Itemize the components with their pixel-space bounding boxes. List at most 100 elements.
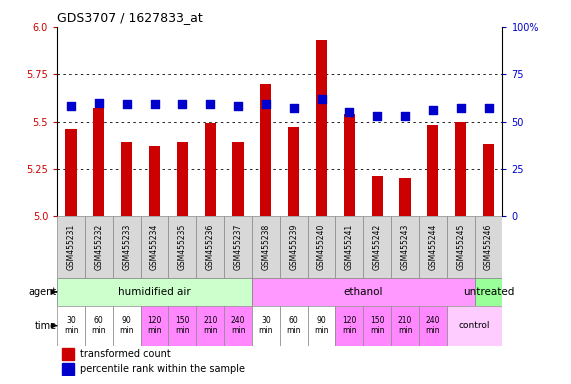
Text: 150
min: 150 min (175, 316, 190, 335)
Text: 240
min: 240 min (231, 316, 246, 335)
Point (178, 101, 187, 108)
Text: time: time (34, 321, 57, 331)
Bar (85, 216, 113, 278)
Point (94, 99, 103, 106)
Bar (363, 216, 391, 278)
Bar (252, 306, 280, 346)
Text: 30
min: 30 min (64, 316, 78, 335)
Bar (308, 306, 336, 346)
Bar (140, 216, 168, 278)
Bar (85, 306, 113, 346)
Bar (316, 40, 327, 216)
Bar (224, 216, 252, 278)
Bar (427, 125, 439, 216)
Text: control: control (459, 321, 490, 330)
Point (122, 101, 131, 108)
Bar (455, 121, 467, 216)
Bar (204, 123, 216, 216)
Text: 90
min: 90 min (314, 316, 329, 335)
Bar (483, 144, 494, 216)
Bar (372, 176, 383, 216)
Bar (112, 216, 140, 278)
Bar (177, 142, 188, 216)
Text: GSM455238: GSM455238 (262, 224, 271, 270)
Text: 210
min: 210 min (398, 316, 412, 335)
Bar (475, 216, 502, 278)
Point (289, 105, 298, 111)
Text: 150
min: 150 min (370, 316, 384, 335)
Text: percentile rank within the sample: percentile rank within the sample (81, 364, 246, 374)
Point (234, 103, 243, 109)
Point (345, 109, 354, 115)
Point (400, 113, 409, 119)
Text: 60
min: 60 min (287, 316, 301, 335)
Bar (57, 278, 252, 306)
Text: transformed count: transformed count (81, 349, 171, 359)
Bar (168, 216, 196, 278)
Text: 210
min: 210 min (203, 316, 218, 335)
Bar (121, 142, 132, 216)
Text: agent: agent (29, 287, 57, 297)
Text: GSM455246: GSM455246 (484, 224, 493, 270)
Bar (280, 216, 308, 278)
Bar (335, 306, 363, 346)
Bar (149, 146, 160, 216)
Text: GDS3707 / 1627833_at: GDS3707 / 1627833_at (57, 11, 203, 24)
Bar (447, 306, 502, 346)
Text: untreated: untreated (463, 287, 514, 297)
Text: 30
min: 30 min (259, 316, 273, 335)
Bar (419, 216, 447, 278)
Point (456, 105, 465, 111)
Bar (280, 306, 308, 346)
Bar (308, 216, 336, 278)
Point (373, 113, 382, 119)
Text: GSM455232: GSM455232 (94, 224, 103, 270)
Text: GSM455233: GSM455233 (122, 224, 131, 270)
Bar (112, 306, 140, 346)
Bar (344, 114, 355, 216)
Text: GSM455244: GSM455244 (428, 224, 437, 270)
Bar (252, 216, 280, 278)
Point (317, 96, 326, 102)
Text: 60
min: 60 min (91, 316, 106, 335)
Bar (252, 278, 475, 306)
Bar (66, 129, 77, 216)
Bar (232, 142, 244, 216)
Bar (419, 306, 447, 346)
Bar (57, 216, 85, 278)
Text: GSM455239: GSM455239 (289, 224, 298, 270)
Point (150, 101, 159, 108)
Bar (224, 306, 252, 346)
Bar (196, 216, 224, 278)
Bar (57, 306, 85, 346)
Point (262, 101, 271, 108)
Text: GSM455231: GSM455231 (66, 224, 75, 270)
Text: GSM455241: GSM455241 (345, 224, 354, 270)
Text: 120
min: 120 min (147, 316, 162, 335)
Text: 240
min: 240 min (425, 316, 440, 335)
Point (484, 105, 493, 111)
Text: GSM455237: GSM455237 (234, 224, 243, 270)
Text: GSM455245: GSM455245 (456, 224, 465, 270)
Bar (391, 306, 419, 346)
Bar (196, 306, 224, 346)
Text: GSM455235: GSM455235 (178, 224, 187, 270)
Point (428, 107, 437, 113)
Bar (288, 127, 299, 216)
Bar (447, 216, 475, 278)
Text: 120
min: 120 min (342, 316, 357, 335)
Text: 90
min: 90 min (119, 316, 134, 335)
Bar (93, 108, 104, 216)
Text: ethanol: ethanol (344, 287, 383, 297)
Point (66, 103, 75, 109)
Point (206, 101, 215, 108)
Bar (168, 306, 196, 346)
Text: GSM455234: GSM455234 (150, 224, 159, 270)
Bar (400, 178, 411, 216)
Bar (140, 306, 168, 346)
Bar (363, 306, 391, 346)
Bar (391, 216, 419, 278)
Text: GSM455240: GSM455240 (317, 224, 326, 270)
Bar (475, 278, 502, 306)
Bar (62, 363, 74, 375)
